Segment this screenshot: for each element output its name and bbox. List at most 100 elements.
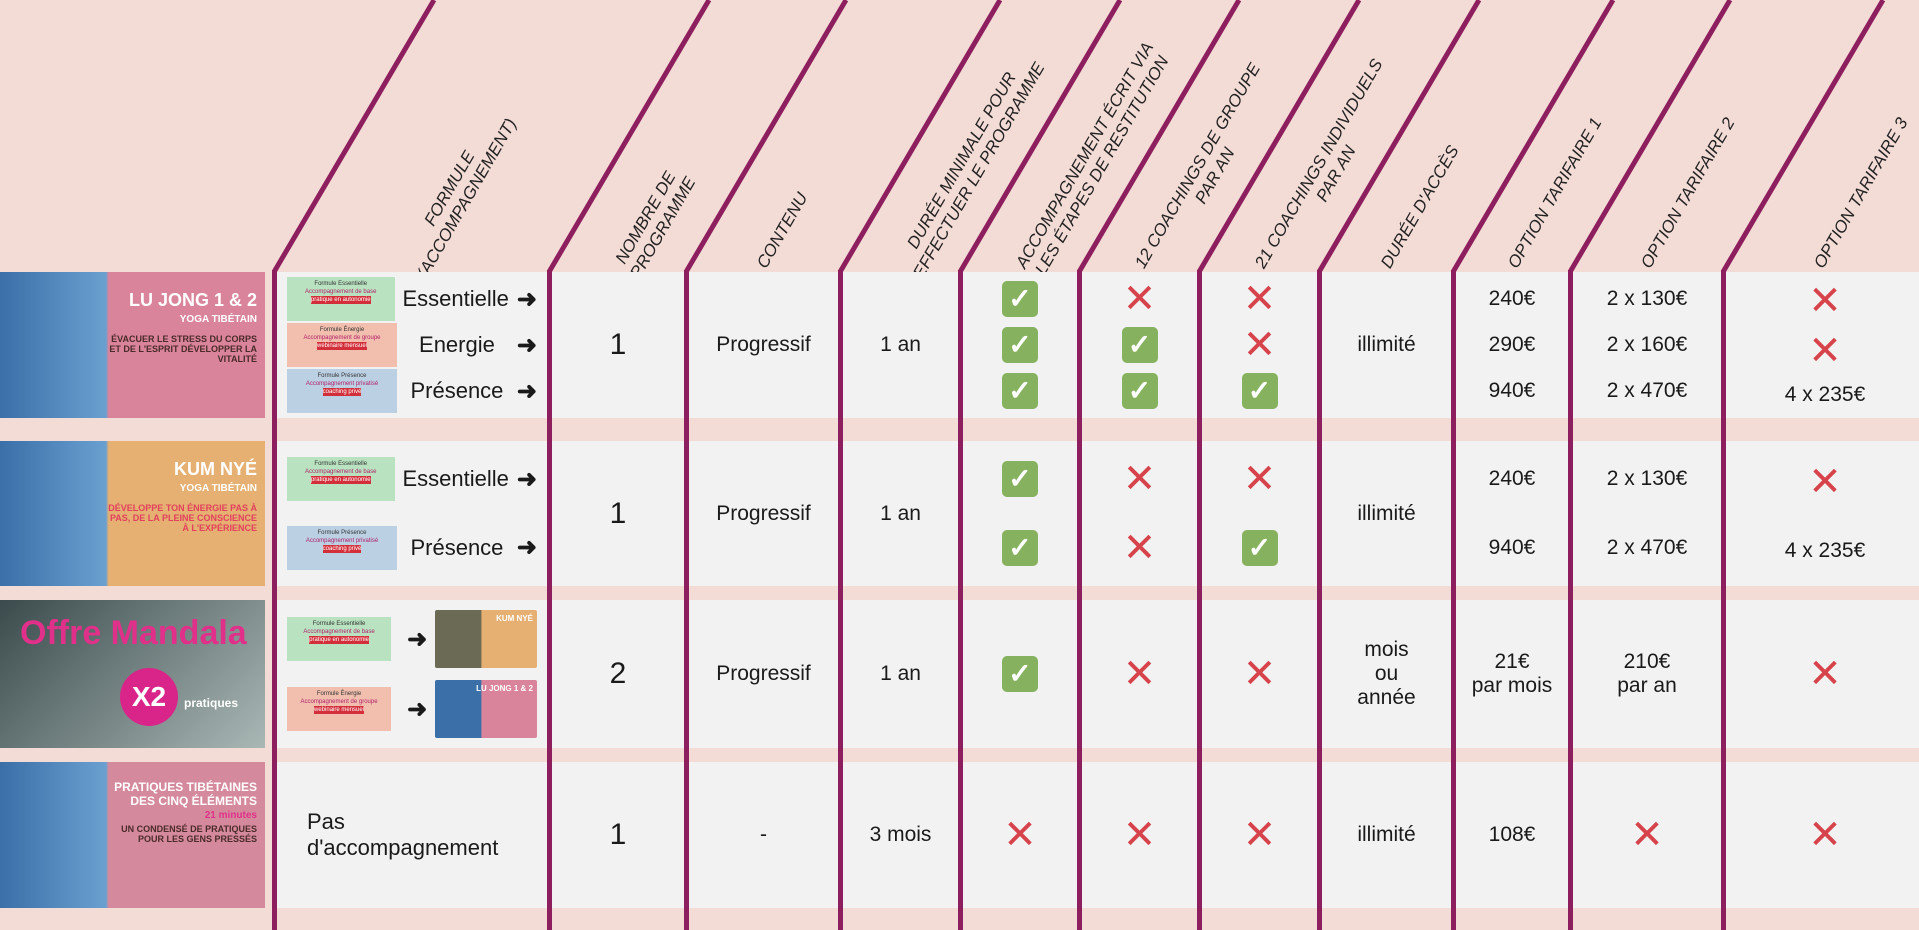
column-divider (684, 270, 689, 930)
card-sub: Accompagnement privatisé (305, 381, 379, 387)
table-cell: Progressif (689, 441, 838, 586)
table-cell: - (689, 762, 838, 908)
formule-option[interactable]: Formule Énergie Accompagnement de groupe w… (287, 680, 537, 738)
thumbnail-description: UN CONDENSÉ DE PRATIQUES POUR LES GENS P… (121, 824, 257, 844)
thumbnail-title: PRATIQUES TIBÉTAINES DES CINQ ÉLÉMENTS (114, 780, 257, 808)
program-thumbnail[interactable]: LU JONG 1 & 2 YOGA TIBÉTAIN ÉVACUER LE STR… (0, 272, 265, 418)
thumbnail-description: ÉVACUER LE STRESS DU CORPS ET DE L'ESPRI… (109, 334, 257, 364)
card-tag: pratique en autonomie (310, 296, 371, 304)
table-cell: illimité (1322, 272, 1451, 418)
program-mini-thumbnail: KUM NYÉ (435, 610, 537, 668)
card-sub: Accompagnement de groupe (300, 699, 378, 705)
card-tag: webinaire mensuel (316, 342, 368, 350)
table-cell: 240€ 290€ 940€ (1456, 272, 1568, 418)
cross-icon: ✕ (1808, 279, 1842, 323)
table-cell: ✕ ✕ 4 x 235€ (1726, 272, 1919, 418)
cell-value: 1 (609, 496, 627, 530)
card-sub: Accompagnement privatisé (305, 537, 379, 544)
cell-value: 4 x 235€ (1784, 538, 1866, 562)
cell-value: 1 (609, 328, 627, 361)
table-cell: ✕ ✕ (1082, 441, 1197, 586)
table-cell: 1 an (843, 272, 958, 418)
mini-title: LU JONG 1 & 2 (476, 684, 533, 693)
formule-card: Formule Essentielle Accompagnement de bas… (287, 457, 395, 502)
card-tag: webinaire mensuel (314, 706, 365, 714)
formule-option[interactable]: Formule Essentielle Accompagnement de bas… (287, 277, 537, 321)
cell-value: 2 x 130€ (1606, 467, 1688, 491)
program-thumbnail[interactable]: Offre Mandala X2 pratiques (0, 600, 265, 748)
cell-value: 2 (609, 657, 627, 690)
check-icon: ✓ (1241, 529, 1278, 566)
formule-name: Présence (410, 378, 504, 403)
cell-value: illimité (1357, 823, 1416, 846)
formule-label: Pas d'accompagnement (307, 809, 499, 860)
formule-option[interactable]: Formule Énergie Accompagnement de groupe w… (287, 323, 537, 367)
table-cell: ✓ ✓ (963, 441, 1077, 586)
card-title: Formule Présence (317, 373, 367, 379)
formule-option[interactable]: Formule Essentielle Accompagnement de bas… (287, 457, 537, 502)
table-cell: mois ou année (1322, 600, 1451, 748)
card-title: Formule Énergie (316, 691, 362, 697)
cross-icon: ✕ (1630, 813, 1664, 857)
header-divider (546, 0, 712, 272)
program-thumbnail[interactable]: PRATIQUES TIBÉTAINES DES CINQ ÉLÉMENTS 21… (0, 762, 265, 908)
table-cell: 1 an (843, 600, 958, 748)
check-icon: ✓ (1121, 373, 1158, 409)
formule-name: Essentielle (402, 286, 509, 311)
card-tag: coaching privé (322, 544, 362, 553)
cell-value: 2 x 160€ (1606, 333, 1688, 356)
check-icon: ✓ (1002, 373, 1038, 409)
column-divider (1451, 270, 1456, 930)
table-cell: Progressif (689, 272, 838, 418)
arrow-right-icon: ➜ (407, 625, 428, 653)
cross-icon: ✕ (1242, 813, 1277, 857)
card-title: Formule Essentielle (314, 281, 368, 287)
table-cell: ✕ (1726, 762, 1919, 908)
cross-icon: ✕ (1122, 457, 1157, 502)
cross-icon: ✕ (1122, 813, 1157, 857)
table-cell: 2 (552, 600, 684, 748)
column-divider (838, 270, 843, 930)
table-cell: ✕ (963, 762, 1077, 908)
cell-value: Progressif (716, 662, 811, 685)
header-divider (683, 0, 849, 272)
table-cell: ✕ (1726, 600, 1919, 748)
formule-card: Formule Essentielle Accompagnement de bas… (287, 617, 392, 661)
cross-icon: ✕ (1808, 329, 1842, 373)
table-cell: ✕ (1082, 600, 1197, 748)
table-cell: illimité (1322, 441, 1451, 586)
cell-value: - (760, 823, 767, 846)
column-divider (1721, 270, 1726, 930)
check-icon: ✓ (1241, 373, 1278, 409)
cross-icon: ✕ (1003, 813, 1037, 857)
thumbnail-title: KUM NYÉ (173, 459, 257, 479)
formule-option[interactable]: Formule Essentielle Accompagnement de bas… (287, 610, 537, 668)
table-cell: illimité (1322, 762, 1451, 908)
formule-option[interactable]: Formule Présence Accompagnement privatisé… (287, 369, 537, 413)
cell-value: 240€ (1488, 467, 1536, 491)
check-icon: ✓ (1121, 327, 1158, 363)
table-cell: 1 (552, 272, 684, 418)
cell-value: 2 x 470€ (1606, 535, 1688, 559)
formule-cell: Pas d'accompagnement (277, 762, 547, 908)
formule-name: Energie (419, 332, 495, 357)
cell-value: 108€ (1488, 823, 1536, 846)
cell-value: 4 x 235€ (1784, 383, 1866, 406)
card-sub: Accompagnement de groupe (303, 335, 381, 341)
column-divider (1197, 270, 1202, 930)
check-icon: ✓ (1002, 327, 1038, 363)
table-cell: ✕ (1573, 762, 1721, 908)
program-mini-thumbnail: LU JONG 1 & 2 (435, 680, 537, 738)
arrow-right-icon: ➜ (516, 465, 537, 493)
cell-value: 210€ par an (1617, 650, 1677, 697)
program-thumbnail[interactable]: KUM NYÉ YOGA TIBÉTAIN DÉVELOPPE TON ÉNERGI… (0, 441, 265, 586)
cell-value: 1 (609, 818, 627, 851)
formule-option[interactable]: Formule Présence Accompagnement privatisé… (287, 525, 537, 570)
thumbnail-title: Offre Mandala (20, 614, 247, 652)
thumbnail-title: LU JONG 1 & 2 (128, 290, 257, 310)
card-tag: pratique en autonomie (310, 476, 371, 485)
table-cell: 210€ par an (1573, 600, 1721, 748)
cell-value: mois ou année (1357, 638, 1416, 709)
table-cell: ✓ (963, 600, 1077, 748)
cross-icon: ✕ (1122, 525, 1157, 570)
